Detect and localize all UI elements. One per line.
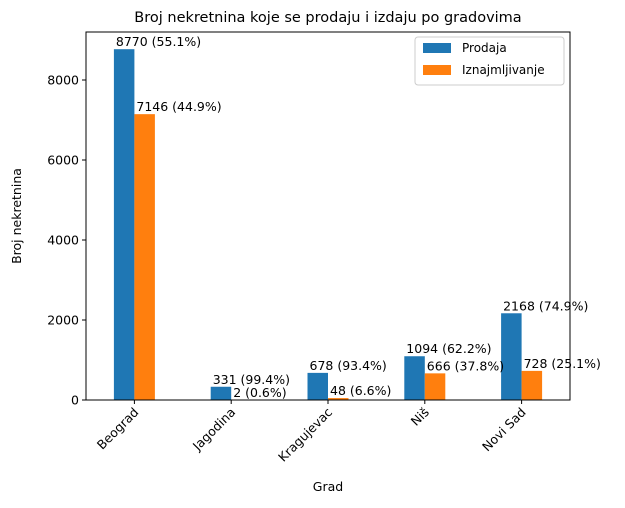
y-tick-label: 2000 — [47, 313, 79, 328]
bar-prodaja-jagodina — [210, 386, 232, 400]
bar-label-prodaja-beograd: 8770 (55.1%) — [116, 34, 201, 49]
bar-iznajmljivanje-beograd — [134, 114, 155, 400]
bar-label-prodaja-novi-sad: 2168 (74.9%) — [503, 298, 588, 313]
legend-swatch-iznajmljivanje — [423, 65, 451, 75]
bar-iznajmljivanje-kragujevac — [328, 398, 349, 400]
bar-prodaja-beograd — [113, 49, 135, 400]
bar-labels: 8770 (55.1%) 7146 (44.9%) 331 (99.4%)2 (0.… — [116, 34, 601, 400]
bar-label-prodaja-jagodina: 331 (99.4%) — [213, 372, 290, 387]
bar-label-iznajmljivanje-jagodina: 2 (0.6%) — [233, 385, 286, 400]
legend-box — [414, 36, 565, 86]
bar-label-iznajmljivanje-ni-: 666 (37.8%) — [427, 358, 504, 373]
bars — [113, 49, 543, 401]
chart-title: Broj nekretnina koje se prodaju i izdaju… — [134, 10, 521, 26]
bar-label-iznajmljivanje-novi-sad: 728 (25.1%) — [524, 356, 601, 371]
x-axis-label: Grad — [313, 479, 343, 494]
legend-label-prodaja: Prodaja — [462, 41, 507, 55]
legend-label-iznajmljivanje: Iznajmljivanje — [462, 63, 545, 77]
bar-prodaja-kragujevac — [307, 372, 328, 400]
bar-label-iznajmljivanje-beograd: 7146 (44.9%) — [136, 99, 221, 114]
bar-label-prodaja-ni-: 1094 (62.2%) — [406, 341, 491, 356]
y-tick-label: 0 — [71, 393, 79, 408]
y-tick-label: 8000 — [47, 73, 79, 88]
y-tick-label: 4000 — [47, 233, 79, 248]
bar-iznajmljivanje-ni- — [424, 373, 446, 400]
y-tick-label: 6000 — [47, 153, 79, 168]
legend: Prodaja Iznajmljivanje — [414, 36, 565, 86]
y-axis-label: Broj nekretnina — [9, 168, 24, 264]
bar-iznajmljivanje-novi-sad — [521, 370, 543, 400]
y-axis: 0 2000 4000 6000 8000 — [47, 73, 86, 408]
plot-frame — [85, 31, 571, 401]
bar-prodaja-ni- — [404, 356, 425, 400]
bar-prodaja-novi-sad — [501, 313, 522, 400]
legend-swatch-prodaja — [423, 43, 451, 53]
bar-label-iznajmljivanje-kragujevac: 48 (6.6%) — [330, 383, 391, 398]
bar-label-prodaja-kragujevac: 678 (93.4%) — [310, 358, 387, 373]
